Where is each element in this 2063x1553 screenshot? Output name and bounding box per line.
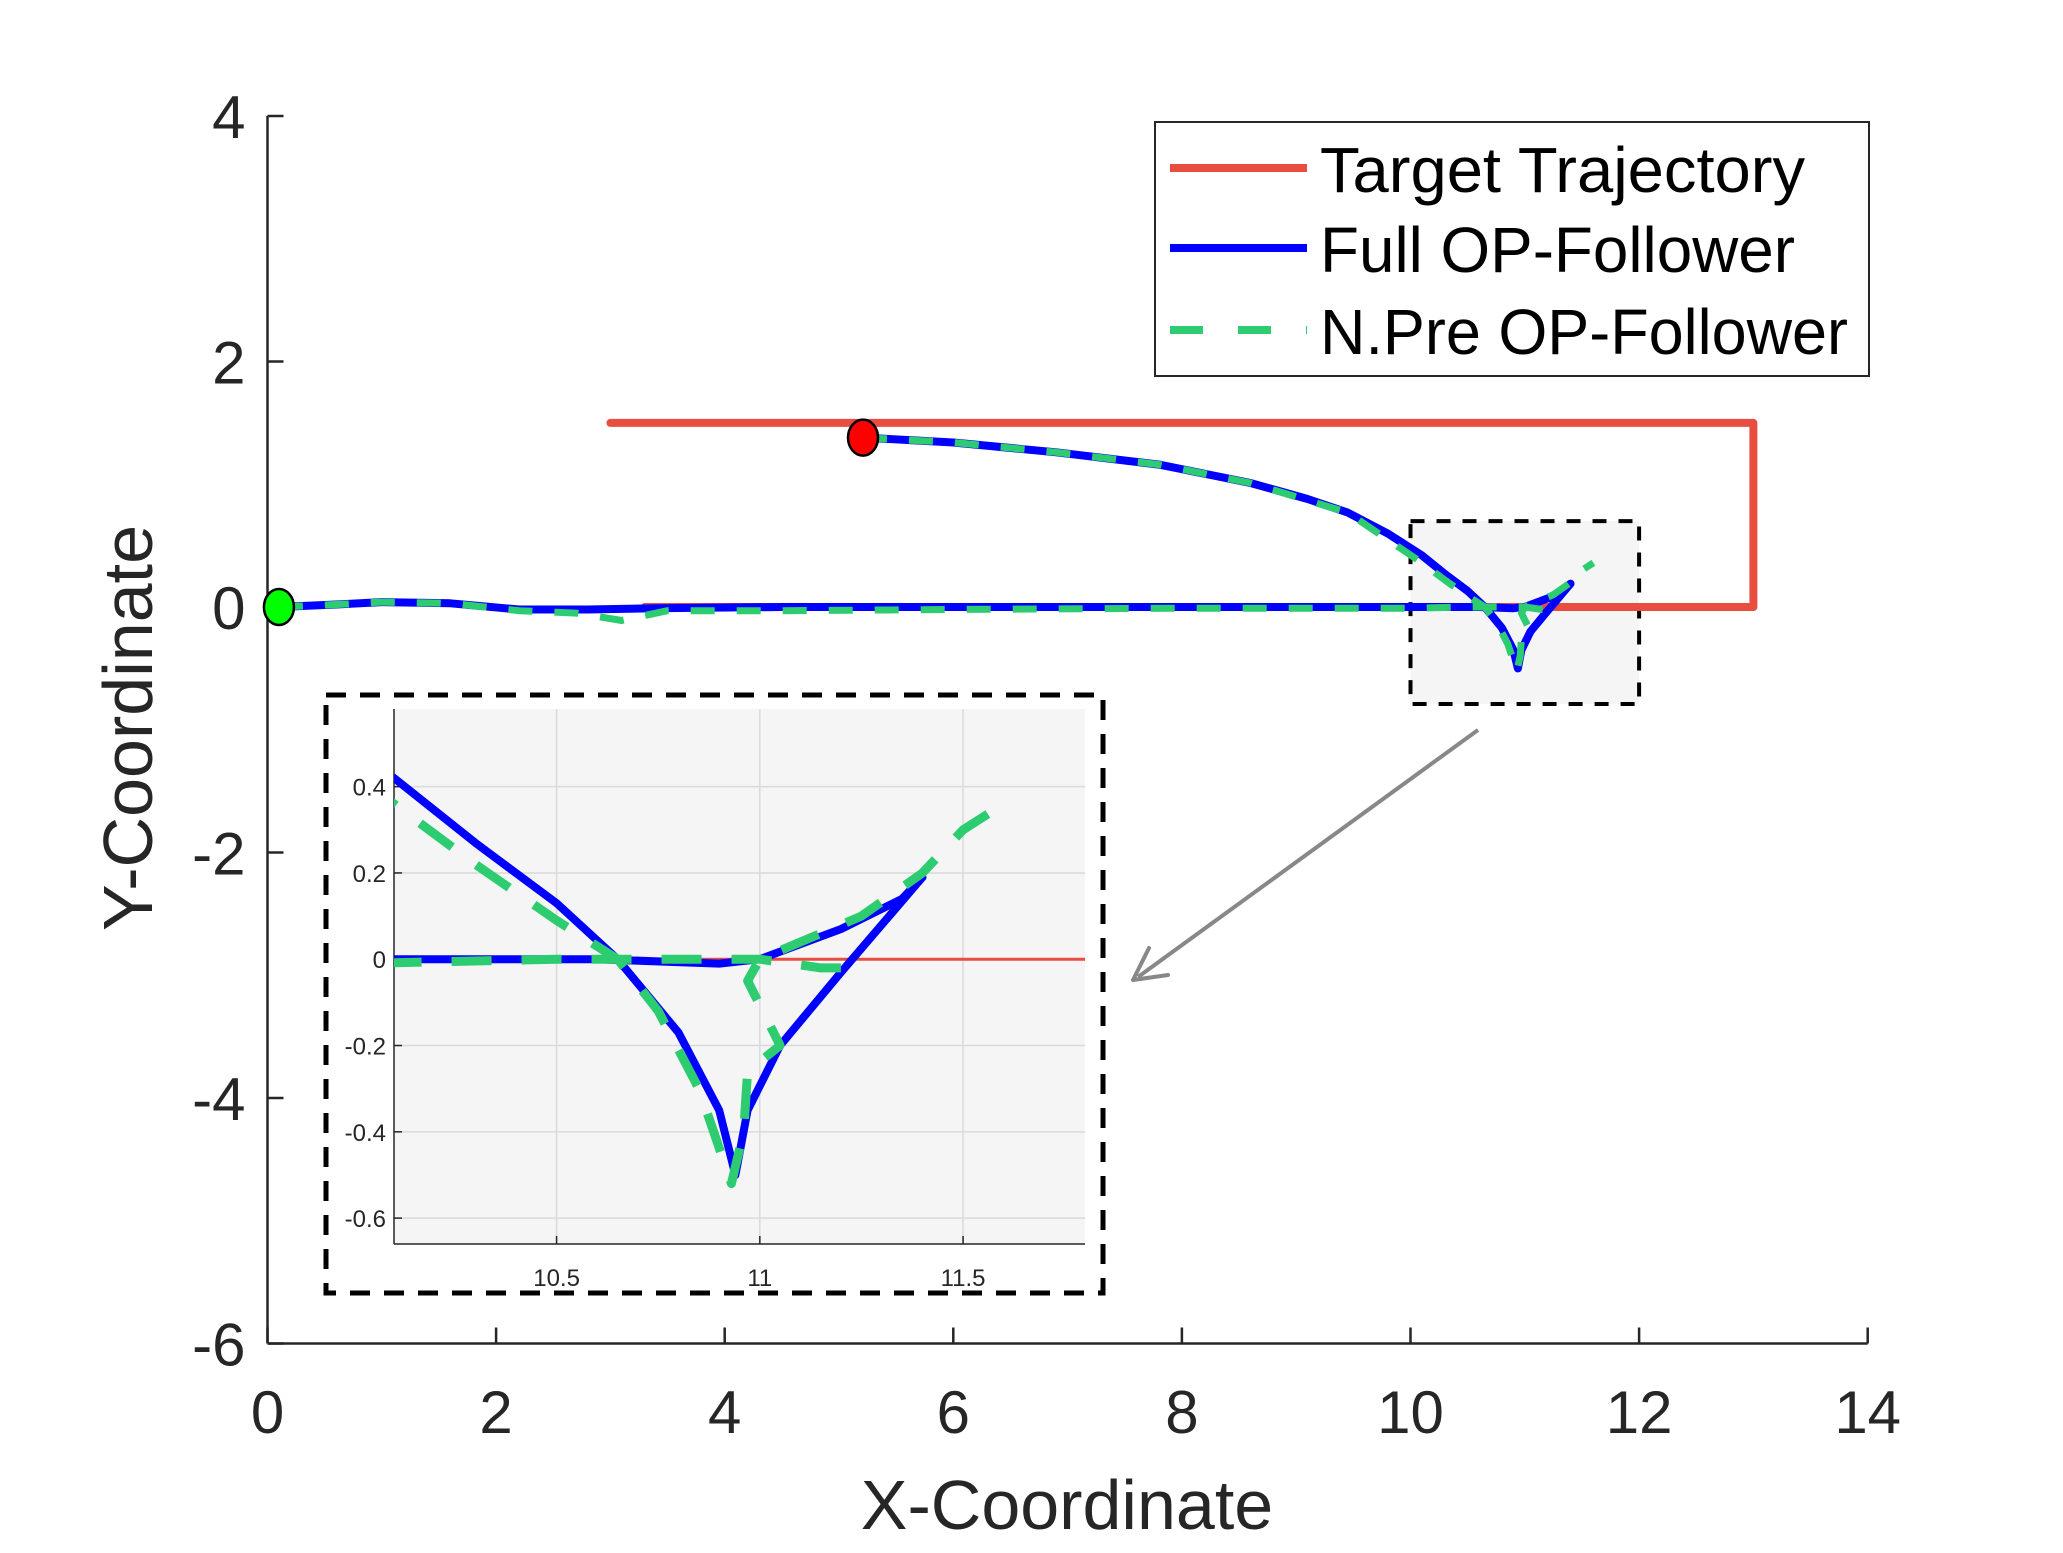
series-full-op-follower: [859, 433, 1575, 673]
y-tick-label: 4: [212, 84, 245, 151]
inset-y-tick-label: -0.2: [345, 1034, 386, 1061]
legend-label-target: Target Trajectory: [1320, 134, 1805, 206]
inset-y-tick-label: -0.4: [345, 1120, 386, 1147]
x-tick-label: 0: [251, 1379, 284, 1446]
inset-x-tick-label: 11: [747, 1265, 772, 1292]
inset-x-tick-label: 10.5: [533, 1265, 580, 1292]
arrow-shaft: [1136, 728, 1480, 979]
inset-y-tick-label: 0: [373, 947, 386, 974]
legend-item-npre: N.Pre OP-Follower: [1170, 296, 1848, 368]
marker-start: [262, 587, 296, 627]
zoom-arrow-icon: [1131, 728, 1480, 982]
series-n-pre-op-follower: [278, 598, 1556, 624]
inset-y-tick-label: 0.4: [353, 775, 386, 802]
main-plot-lines: [274, 418, 1758, 675]
x-tick-label: 12: [1606, 1379, 1673, 1446]
inset-y-tick-label: 0.2: [353, 861, 386, 888]
x-tick-label: 14: [1834, 1379, 1901, 1446]
y-axis-title: Y-Coordinate: [89, 525, 167, 931]
x-tick-label: 10: [1377, 1379, 1444, 1446]
x-tick-label: 6: [937, 1379, 970, 1446]
x-tick-label: 2: [479, 1379, 512, 1446]
series-full-op-follower: [394, 773, 927, 1179]
marker-follower-start: [846, 418, 880, 457]
start-markers: [262, 418, 880, 627]
y-tick-label: -2: [192, 821, 245, 888]
legend-item-target: Target Trajectory: [1170, 134, 1805, 206]
x-tick-label: 4: [708, 1379, 741, 1446]
y-tick-label: -6: [192, 1312, 245, 1379]
x-tick-label: 8: [1165, 1379, 1198, 1446]
legend-item-full: Full OP-Follower: [1170, 214, 1795, 286]
series-n-pre-op-follower: [394, 798, 1007, 1189]
inset-x-tick-label: 11.5: [941, 1265, 986, 1292]
inset-lines: [394, 773, 1085, 1189]
main-axes: 0 2 4 6 8 10 12 14 -6 -4 -2 0 2 4: [192, 84, 1901, 1446]
y-tick-label: 0: [212, 575, 245, 642]
legend: Target Trajectory Full OP-Follower N.Pre…: [1154, 121, 1870, 377]
series-n-pre-op-follower: [394, 954, 870, 973]
x-axis-title: X-Coordinate: [861, 1466, 1273, 1544]
series-n-pre-op-follower: [862, 434, 1596, 675]
legend-label-npre: N.Pre OP-Follower: [1320, 296, 1848, 368]
legend-label-full: Full OP-Follower: [1320, 214, 1795, 286]
arrow-head: [1131, 946, 1170, 982]
y-tick-label: 2: [212, 330, 245, 397]
inset-zoom-plot: 10.5 11 11.5 -0.6 -0.4 -0.2 0 0.2 0.4: [323, 692, 1106, 1296]
y-tick-label: -4: [192, 1066, 245, 1133]
inset-y-tick-label: -0.6: [345, 1206, 386, 1233]
